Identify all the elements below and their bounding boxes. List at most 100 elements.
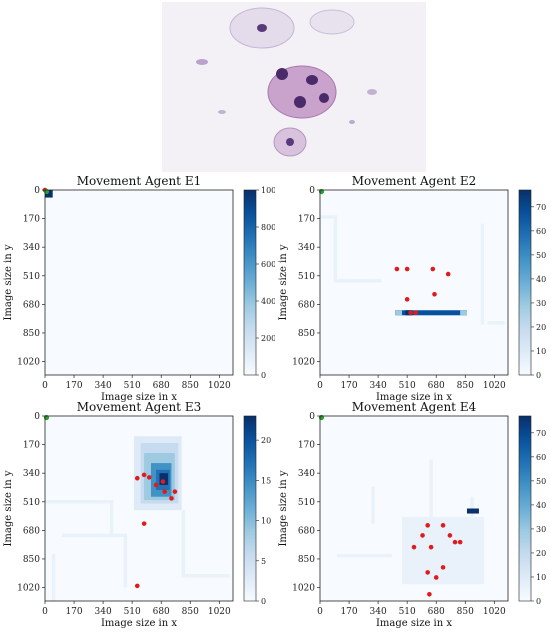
y-axis-label: Image size in y — [3, 470, 14, 546]
heatmap-chart: Movement Agent E40 170 340 510 680 850 1020017… — [278, 400, 546, 629]
y-axis-label: Image size in y — [3, 244, 14, 320]
y-tick-label: 1020 — [292, 358, 315, 368]
y-tick-label: 0 — [34, 412, 40, 422]
colorbar-tick-label: 0 — [261, 371, 266, 380]
faint-trail-cell — [337, 279, 382, 283]
x-tick-label: 850 — [182, 381, 199, 391]
x-tick-label: 170 — [65, 607, 82, 617]
colorbar-tick-label: 60 — [536, 453, 546, 462]
visit-point — [440, 565, 446, 570]
y-tick-label: 850 — [298, 329, 315, 339]
colorbar-tick-label: 1000 — [261, 186, 275, 195]
y-tick-label: 1020 — [17, 584, 40, 594]
visit-point — [430, 266, 436, 272]
visit-point — [428, 544, 434, 550]
micrograph-image — [162, 2, 426, 172]
visit-point — [404, 297, 410, 302]
heatmap-cell — [395, 310, 467, 316]
colorbar-tick-label: 20 — [536, 323, 546, 332]
y-tick-label: 340 — [23, 243, 40, 253]
colorbar-tick-label: 20 — [536, 549, 546, 558]
colorbar — [518, 415, 532, 602]
x-tick-label: 340 — [370, 607, 387, 617]
plot-frame — [319, 189, 509, 376]
faint-trail-cell — [51, 553, 56, 601]
colorbar-tick-label: 15 — [261, 476, 271, 485]
faint-trail-cell — [333, 215, 338, 283]
y-tick-label: 510 — [298, 498, 315, 508]
colorbar — [518, 189, 532, 376]
visit-point — [141, 472, 147, 478]
colorbar-tick-label: 40 — [536, 275, 546, 284]
colorbar-tick-label: 200 — [261, 334, 275, 343]
y-tick-label: 170 — [23, 441, 40, 451]
faint-trail-cell — [371, 486, 375, 524]
x-tick-label: 1020 — [483, 607, 506, 617]
colorbar — [243, 189, 257, 376]
x-tick-label: 340 — [370, 381, 387, 391]
colorbar-tick-label: 60 — [536, 227, 546, 236]
x-tick-label: 1020 — [208, 381, 231, 391]
heatmap-cell — [466, 508, 479, 514]
y-tick-label: 850 — [23, 329, 40, 339]
visit-point — [169, 496, 174, 501]
y-tick-label: 0 — [309, 412, 315, 422]
visit-point — [452, 539, 458, 545]
y-tick-label: 680 — [298, 300, 315, 310]
y-tick-label: 680 — [298, 526, 315, 536]
cytology-micrograph — [162, 2, 426, 172]
colorbar-tick-label: 400 — [261, 297, 275, 306]
visit-point — [172, 489, 178, 494]
faint-trail-cell — [480, 223, 485, 325]
heatmap-chart: Movement Agent E30 170 340 510 680 850 1020017… — [3, 400, 271, 629]
heatmap-panel-e4: Movement Agent E4 0 170 340 510 680 850 1020 0 17… — [275, 398, 550, 629]
visit-point — [394, 266, 400, 272]
y-tick-label: 510 — [23, 272, 40, 282]
visit-point — [146, 475, 152, 480]
visit-point — [440, 523, 446, 528]
colorbar-tick-label: 50 — [536, 477, 546, 486]
x-tick-label: 510 — [399, 381, 416, 391]
colorbar-tick-label: 40 — [536, 501, 546, 510]
x-axis-label: Image size in x — [376, 618, 452, 628]
faint-trail-cell — [45, 500, 114, 504]
faint-trail-cell — [62, 533, 128, 538]
visit-point — [153, 482, 159, 488]
y-tick-label: 170 — [23, 215, 40, 225]
heatmap-chart: Movement Agent E20 170 340 510 680 850 1020017… — [278, 174, 546, 403]
visit-point — [413, 310, 419, 316]
colorbar-tick-label: 30 — [536, 525, 546, 534]
faint-trail-cell — [470, 496, 474, 517]
y-tick-label: 340 — [298, 243, 315, 253]
colorbar-tick-label: 70 — [536, 429, 546, 438]
colorbar-tick-label: 50 — [536, 251, 546, 260]
x-tick-label: 0 — [42, 381, 48, 391]
colorbar-tick-label: 5 — [261, 557, 266, 566]
faint-trail-cell — [185, 574, 230, 578]
y-tick-label: 0 — [34, 186, 40, 196]
x-axis-label: Image size in x — [101, 392, 177, 402]
x-axis-label: Image size in x — [101, 618, 177, 628]
x-tick-label: 0 — [42, 607, 48, 617]
visit-point — [160, 479, 166, 484]
heatmap-cell — [45, 190, 53, 198]
y-tick-label: 510 — [23, 498, 40, 508]
visit-point — [447, 533, 453, 538]
faint-trail-cell — [402, 516, 485, 585]
visit-point — [427, 591, 432, 597]
x-tick-label: 340 — [95, 381, 112, 391]
y-tick-label: 0 — [309, 186, 315, 196]
heatmap-panel-e2: Movement Agent E2 0 170 340 510 680 850 1020 0 17… — [275, 172, 550, 403]
x-tick-label: 170 — [65, 381, 82, 391]
x-tick-label: 170 — [340, 607, 357, 617]
colorbar-tick-label: 30 — [536, 299, 546, 308]
x-tick-label: 850 — [457, 607, 474, 617]
y-tick-label: 1020 — [17, 358, 40, 368]
visit-point — [134, 475, 140, 481]
colorbar-tick-label: 10 — [536, 573, 546, 582]
faint-trail-cell — [487, 321, 505, 325]
x-tick-label: 510 — [124, 607, 141, 617]
faint-trail-cell — [429, 459, 433, 517]
x-tick-label: 510 — [399, 607, 416, 617]
heatmap-panel-e3: Movement Agent E3 0 170 340 510 680 850 1020 0 17… — [0, 398, 275, 629]
